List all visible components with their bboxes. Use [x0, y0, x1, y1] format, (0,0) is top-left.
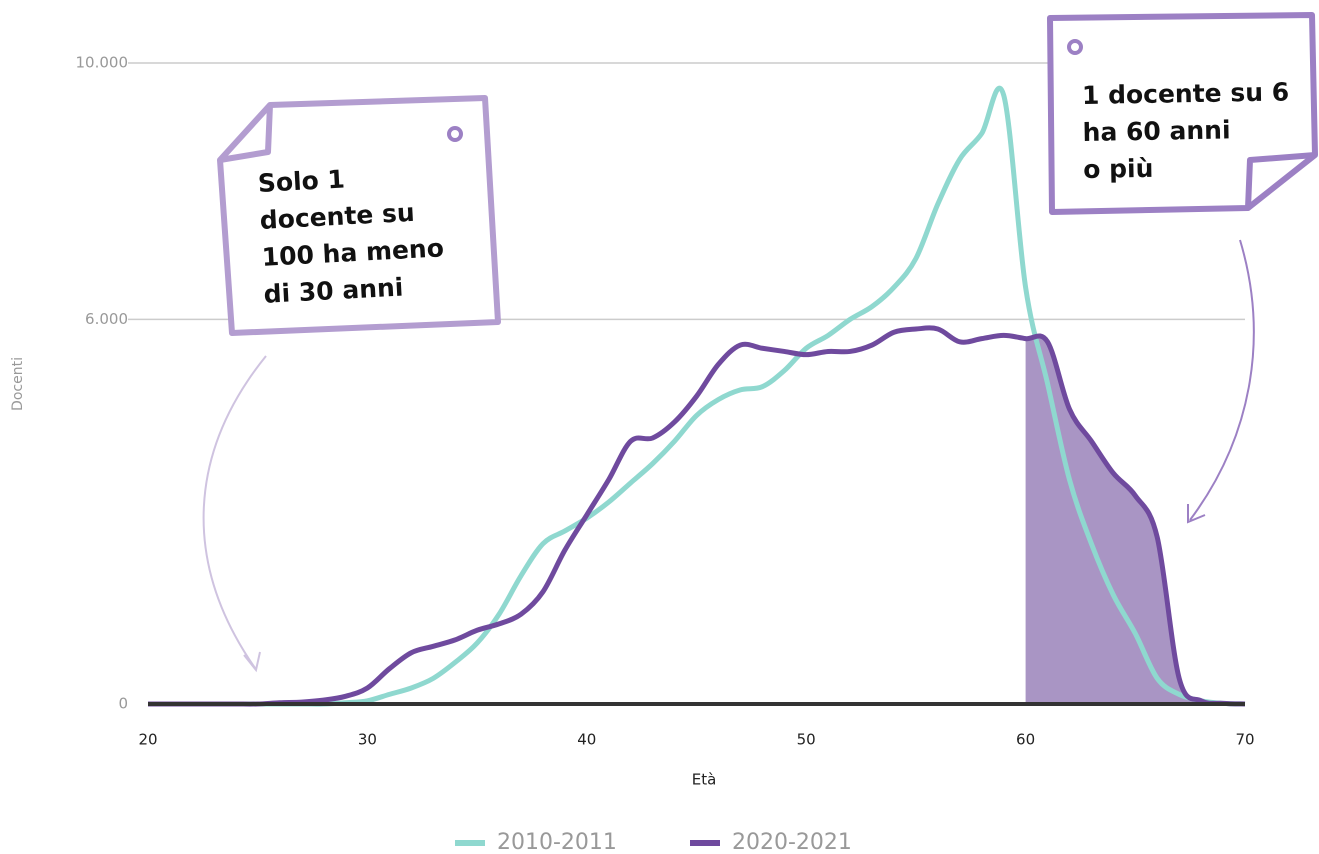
note-left [217, 95, 501, 336]
legend-label: 2020-2021 [732, 830, 852, 854]
x-tick-label: 30 [358, 731, 377, 749]
annotation-text: Solo 1 [257, 164, 345, 198]
x-tick-label: 60 [1016, 731, 1035, 749]
annotation-text: 1 docente su 6 [1082, 77, 1290, 110]
arrow-right [1187, 239, 1255, 524]
y-tick-label: 0 [118, 695, 128, 713]
legend-label: 2010-2011 [497, 830, 617, 854]
note-right [1047, 12, 1318, 215]
highlight-area [1025, 335, 1245, 704]
y-tick-label: 6.000 [85, 310, 128, 328]
x-tick-label: 70 [1235, 731, 1254, 749]
x-tick-label: 20 [138, 731, 157, 749]
y-tick-label: 10.000 [76, 54, 129, 72]
x-tick-label: 40 [577, 731, 596, 749]
annotation-text: o più [1083, 154, 1154, 184]
y-axis-label: Docenti [10, 357, 26, 411]
annotation-text: ha 60 anni [1082, 115, 1230, 147]
series-line [147, 325, 1246, 707]
x-axis-label: Età [692, 771, 717, 789]
arrow-left [202, 355, 267, 673]
x-tick-label: 50 [797, 731, 816, 749]
